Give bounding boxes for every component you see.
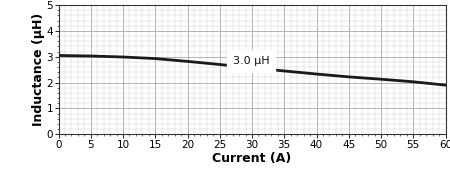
X-axis label: Current (A): Current (A) [212, 153, 292, 165]
Y-axis label: Inductance (μH): Inductance (μH) [32, 13, 45, 126]
Text: 3.0 μH: 3.0 μH [233, 56, 269, 66]
